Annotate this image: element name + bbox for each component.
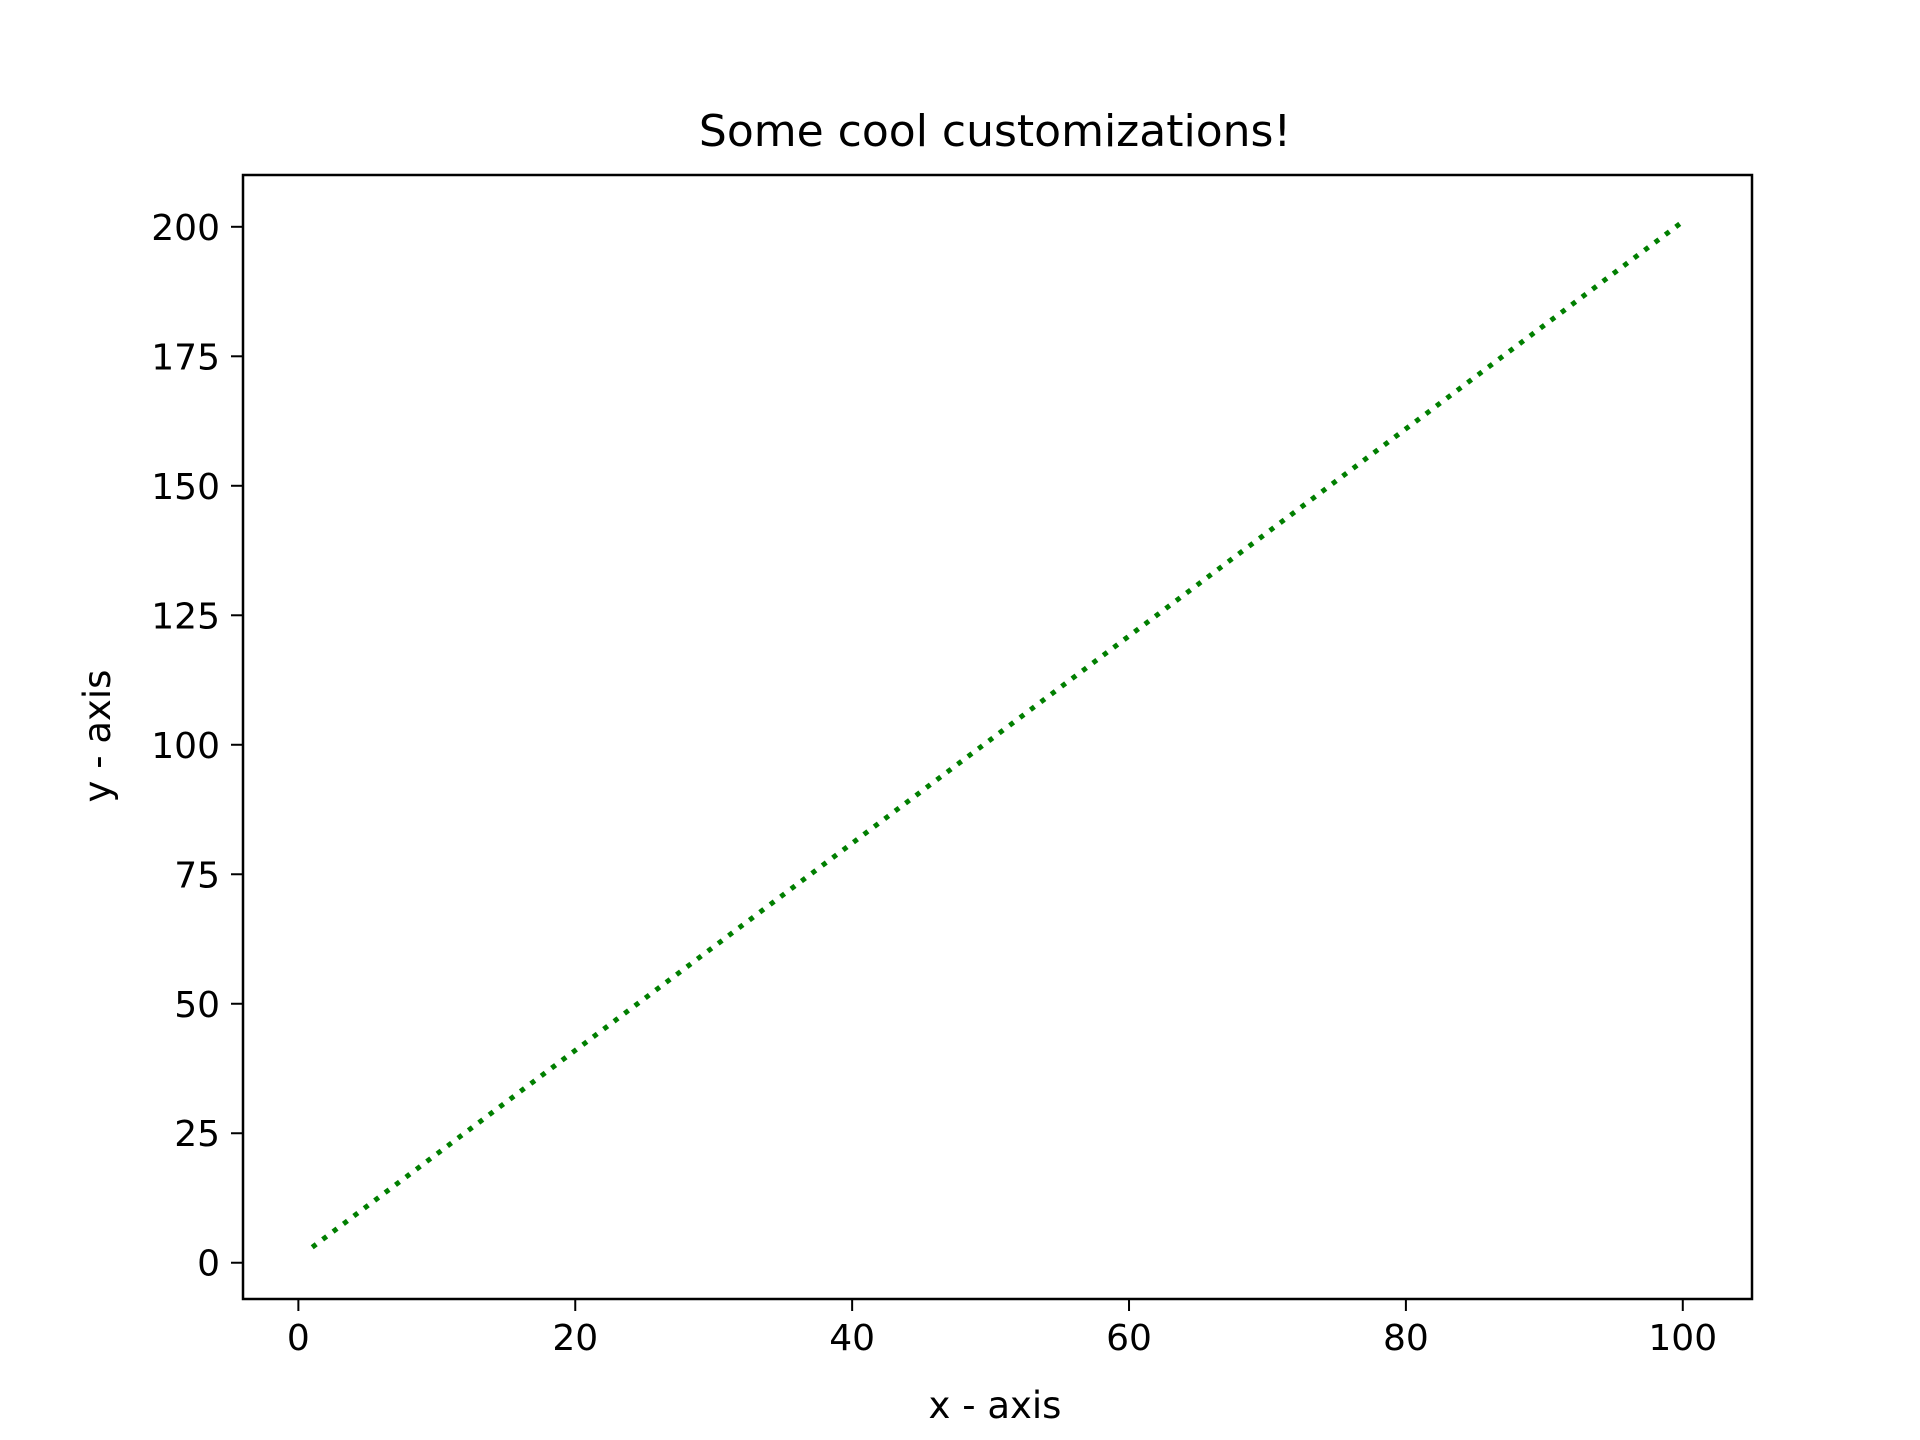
x-tick-label: 0 [287,1318,310,1359]
y-tick-label: 150 [151,467,220,508]
y-tick-label: 50 [174,985,220,1026]
series-line [310,219,1685,1250]
y-tick-label: 25 [174,1114,220,1155]
x-tick-label: 40 [829,1318,875,1359]
y-axis-ticks: 0 25 50 75 100 125 150 175 200 [151,208,243,1285]
plot-frame [241,173,1754,1301]
y-tick-label: 175 [151,337,220,378]
x-tick-label: 60 [1106,1318,1152,1359]
y-axis-label: y - axis [76,670,119,803]
y-tick-label: 0 [197,1244,220,1285]
plot-area [310,219,1685,1250]
x-tick-label: 20 [552,1318,598,1359]
y-tick-label: 125 [151,596,220,637]
y-tick-label: 75 [174,855,220,896]
x-tick-label: 100 [1648,1318,1717,1359]
x-axis-label: x - axis [929,1384,1062,1427]
chart-title: Some cool customizations! [699,106,1291,157]
x-tick-label: 80 [1383,1318,1429,1359]
y-tick-label: 200 [151,208,220,249]
x-axis-ticks: 0 20 40 60 80 100 [287,1299,1717,1359]
y-tick-label: 100 [151,726,220,767]
